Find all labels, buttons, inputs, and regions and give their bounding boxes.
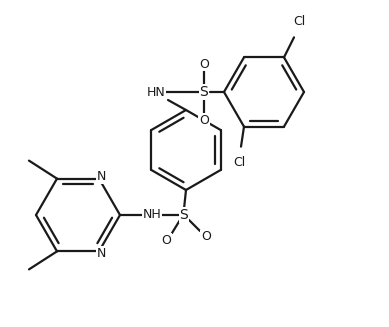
Text: Cl: Cl — [293, 15, 305, 28]
Text: Cl: Cl — [233, 156, 245, 169]
Text: O: O — [201, 231, 211, 244]
Text: O: O — [199, 113, 209, 127]
Text: HN: HN — [147, 85, 165, 98]
Text: N: N — [96, 170, 106, 183]
Text: NH: NH — [143, 209, 161, 221]
Text: N: N — [96, 247, 106, 260]
Text: S: S — [200, 85, 209, 99]
Text: S: S — [180, 208, 188, 222]
Text: O: O — [199, 58, 209, 71]
Text: O: O — [161, 233, 171, 247]
